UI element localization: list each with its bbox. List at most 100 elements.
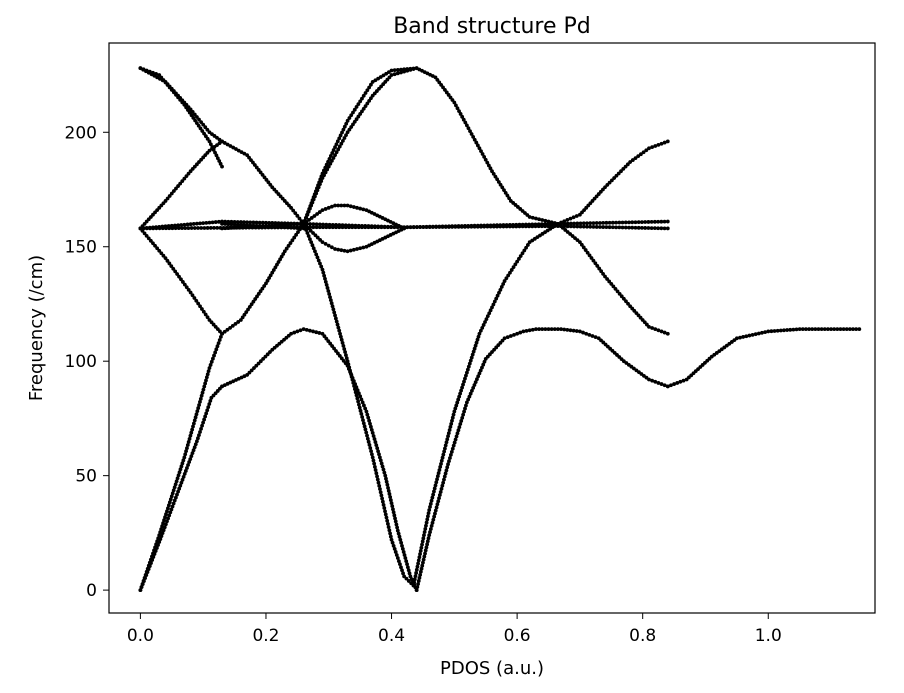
data-point [198, 400, 202, 404]
data-point [398, 562, 402, 567]
data-point [188, 107, 193, 112]
data-point [260, 220, 265, 225]
data-point [461, 412, 466, 417]
data-point [173, 495, 178, 500]
data-point [807, 327, 811, 332]
data-point [199, 393, 204, 398]
data-point [345, 118, 350, 123]
x-tick-label: 0.2 [252, 626, 279, 646]
data-point [188, 457, 193, 461]
data-point [415, 585, 420, 589]
data-point [340, 130, 344, 135]
data-point [614, 225, 618, 230]
data-point [186, 440, 191, 444]
data-point [142, 231, 147, 236]
data-point [327, 222, 332, 227]
data-point [469, 223, 474, 228]
data-point [650, 145, 655, 150]
data-point [448, 456, 452, 460]
data-point [791, 327, 796, 332]
data-point [333, 203, 337, 208]
data-point [494, 296, 499, 301]
data-point [169, 264, 174, 268]
data-point [186, 463, 190, 467]
data-point [797, 327, 802, 332]
data-point [165, 258, 170, 263]
data-point [295, 226, 300, 230]
data-point [348, 248, 353, 253]
data-point [146, 70, 151, 75]
data-point [167, 261, 172, 266]
data-point [435, 474, 440, 479]
data-point [350, 223, 355, 228]
data-point [320, 176, 325, 180]
data-point [371, 458, 376, 463]
data-point [675, 381, 680, 385]
data-point [598, 225, 602, 229]
data-point [344, 133, 348, 138]
data-point [624, 299, 628, 304]
data-point [368, 421, 372, 426]
data-point [339, 248, 344, 253]
data-point [195, 115, 199, 119]
data-point [778, 328, 783, 333]
data-point [425, 517, 430, 522]
data-point [182, 282, 187, 287]
data-point [318, 182, 322, 187]
data-point [423, 551, 427, 556]
data-point [646, 220, 651, 224]
data-point [652, 226, 657, 231]
data-point [518, 330, 523, 335]
data-point [337, 136, 342, 141]
data-point [613, 286, 618, 291]
data-point [379, 493, 384, 498]
data-point [314, 330, 319, 335]
data-point [230, 323, 235, 328]
data-point [392, 513, 397, 518]
data-point [242, 220, 246, 225]
data-point [153, 243, 157, 248]
data-point [425, 539, 430, 544]
data-point [386, 224, 390, 229]
data-point [659, 226, 664, 231]
data-point [331, 156, 336, 160]
data-point [452, 409, 457, 414]
data-point [665, 139, 670, 144]
data-point [326, 164, 331, 169]
data-point [426, 514, 430, 519]
data-point [333, 247, 337, 251]
data-point [329, 245, 334, 250]
data-point [387, 492, 392, 496]
data-point [641, 150, 646, 155]
data-point [294, 232, 298, 237]
data-point [151, 551, 155, 556]
data-point [415, 564, 420, 569]
data-point [473, 380, 478, 384]
data-point [574, 214, 579, 218]
data-point [248, 223, 253, 228]
data-point [380, 496, 385, 501]
data-point [166, 516, 170, 521]
data-point [491, 302, 496, 307]
data-point [448, 453, 453, 457]
data-point [810, 327, 815, 332]
data-point [585, 224, 589, 229]
data-point [349, 113, 354, 118]
data-point [562, 221, 567, 226]
data-point [434, 505, 439, 510]
data-point [316, 185, 321, 190]
data-point [200, 390, 205, 395]
data-point [390, 504, 395, 509]
data-point [168, 510, 173, 515]
data-point [438, 490, 443, 494]
data-point [337, 328, 342, 333]
data-point [479, 223, 483, 228]
data-point [208, 363, 213, 367]
data-point [197, 433, 201, 437]
data-point [583, 248, 588, 252]
data-point [384, 476, 388, 481]
data-point [308, 228, 313, 233]
data-point [374, 443, 379, 448]
data-point [236, 148, 241, 153]
data-point [460, 385, 464, 390]
